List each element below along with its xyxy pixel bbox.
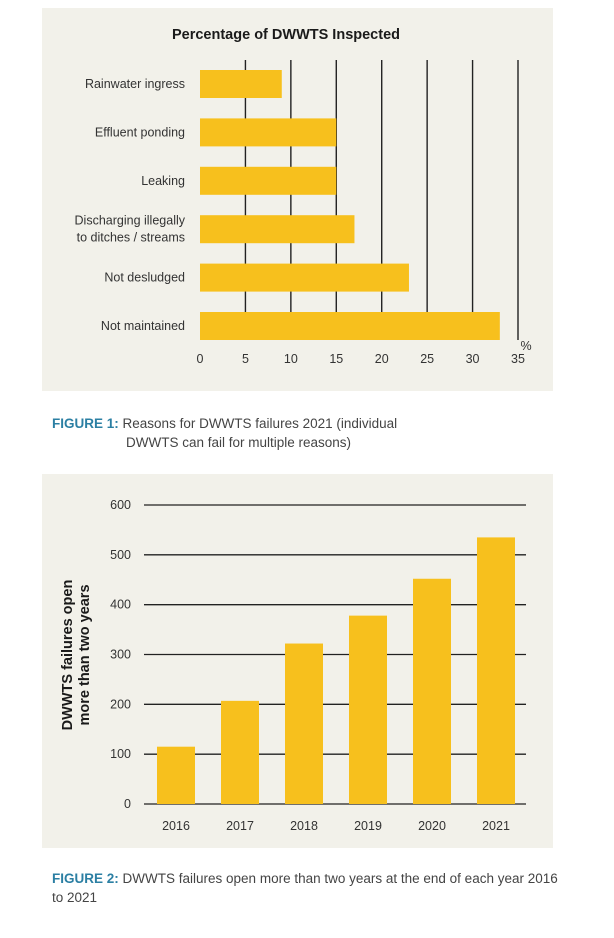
figure1-tick-label: 10 bbox=[284, 352, 298, 366]
figure2-bar bbox=[349, 615, 387, 804]
figure2-category-label: 2020 bbox=[418, 819, 446, 833]
figure1-bar bbox=[200, 312, 500, 340]
figure1-axis-unit: % bbox=[520, 339, 531, 353]
figure1-bar bbox=[200, 263, 409, 292]
figure1-bar bbox=[200, 215, 355, 244]
figure1-bar bbox=[200, 166, 337, 195]
figure2-category-label: 2017 bbox=[226, 819, 254, 833]
figure1-bar bbox=[200, 118, 337, 147]
figure2-tick-label: 600 bbox=[110, 498, 131, 512]
figure2-chart: 0 100 200 300 400 500 600 2016 2017 2018 2019 2020 2… bbox=[60, 498, 526, 833]
figure2-caption-text: DWWTS failures open more than two years … bbox=[52, 871, 558, 905]
figure2-bar bbox=[413, 578, 451, 804]
figure1-tick-label: 30 bbox=[466, 352, 480, 366]
figure2-caption-label: FIGURE 2: bbox=[52, 871, 119, 886]
figure1-tick-label: 15 bbox=[329, 352, 343, 366]
figure2-panel: 0 100 200 300 400 500 600 2016 2017 2018 2019 2020 2… bbox=[42, 474, 553, 848]
figure2-tick-label: 0 bbox=[124, 797, 131, 811]
figure2-tick-label: 400 bbox=[110, 598, 131, 612]
figure2-category-label: 2021 bbox=[482, 819, 510, 833]
figure1-category-label: Not maintained bbox=[101, 319, 185, 333]
figure1-tick-label: 25 bbox=[420, 352, 434, 366]
figure1-category-label: Discharging illegally to ditches / stream… bbox=[75, 214, 186, 245]
figure1-category-label: Leaking bbox=[141, 174, 185, 188]
figure1-category-label: Not desludged bbox=[104, 271, 185, 285]
figure2-y-axis-label: DWWTS failures openmore than two years bbox=[60, 580, 93, 731]
figure1-tick-label: 35 bbox=[511, 352, 525, 366]
figure2-category-label: 2018 bbox=[290, 819, 318, 833]
figure1-caption-line1: Reasons for DWWTS failures 2021 (individ… bbox=[122, 416, 398, 431]
figure2-bar bbox=[477, 537, 515, 804]
figure1-chart: Percentage of DWWTS Inspected Rainwater i… bbox=[75, 27, 532, 366]
figure1-caption: FIGURE 1: Reasons for DWWTS failures 202… bbox=[52, 414, 552, 452]
figure2-tick-label: 300 bbox=[110, 648, 131, 662]
figure2-category-label: 2019 bbox=[354, 819, 382, 833]
figure1-category-label: Rainwater ingress bbox=[85, 77, 185, 91]
figure1-title: Percentage of DWWTS Inspected bbox=[172, 27, 400, 43]
figure1-category-label: Effluent ponding bbox=[95, 125, 185, 139]
figure1-caption-label: FIGURE 1: bbox=[52, 416, 119, 431]
figure2-bar bbox=[157, 746, 195, 804]
figure1-panel: Percentage of DWWTS Inspected Rainwater i… bbox=[42, 8, 553, 391]
figure2-bar bbox=[221, 700, 259, 804]
figure2-tick-label: 100 bbox=[110, 747, 131, 761]
figure1-tick-label: 20 bbox=[375, 352, 389, 366]
figure2-tick-label: 200 bbox=[110, 697, 131, 711]
figure1-caption-line2: DWWTS can fail for multiple reasons) bbox=[126, 435, 352, 450]
figure2-tick-label: 500 bbox=[110, 548, 131, 562]
figure2-caption: FIGURE 2: DWWTS failures open more than … bbox=[52, 869, 572, 907]
figure2-category-label: 2016 bbox=[162, 819, 190, 833]
figure1-tick-label: 0 bbox=[197, 352, 204, 366]
figure1-bar bbox=[200, 70, 282, 98]
figure2-bar bbox=[285, 643, 323, 804]
figure1-tick-label: 5 bbox=[242, 352, 249, 366]
